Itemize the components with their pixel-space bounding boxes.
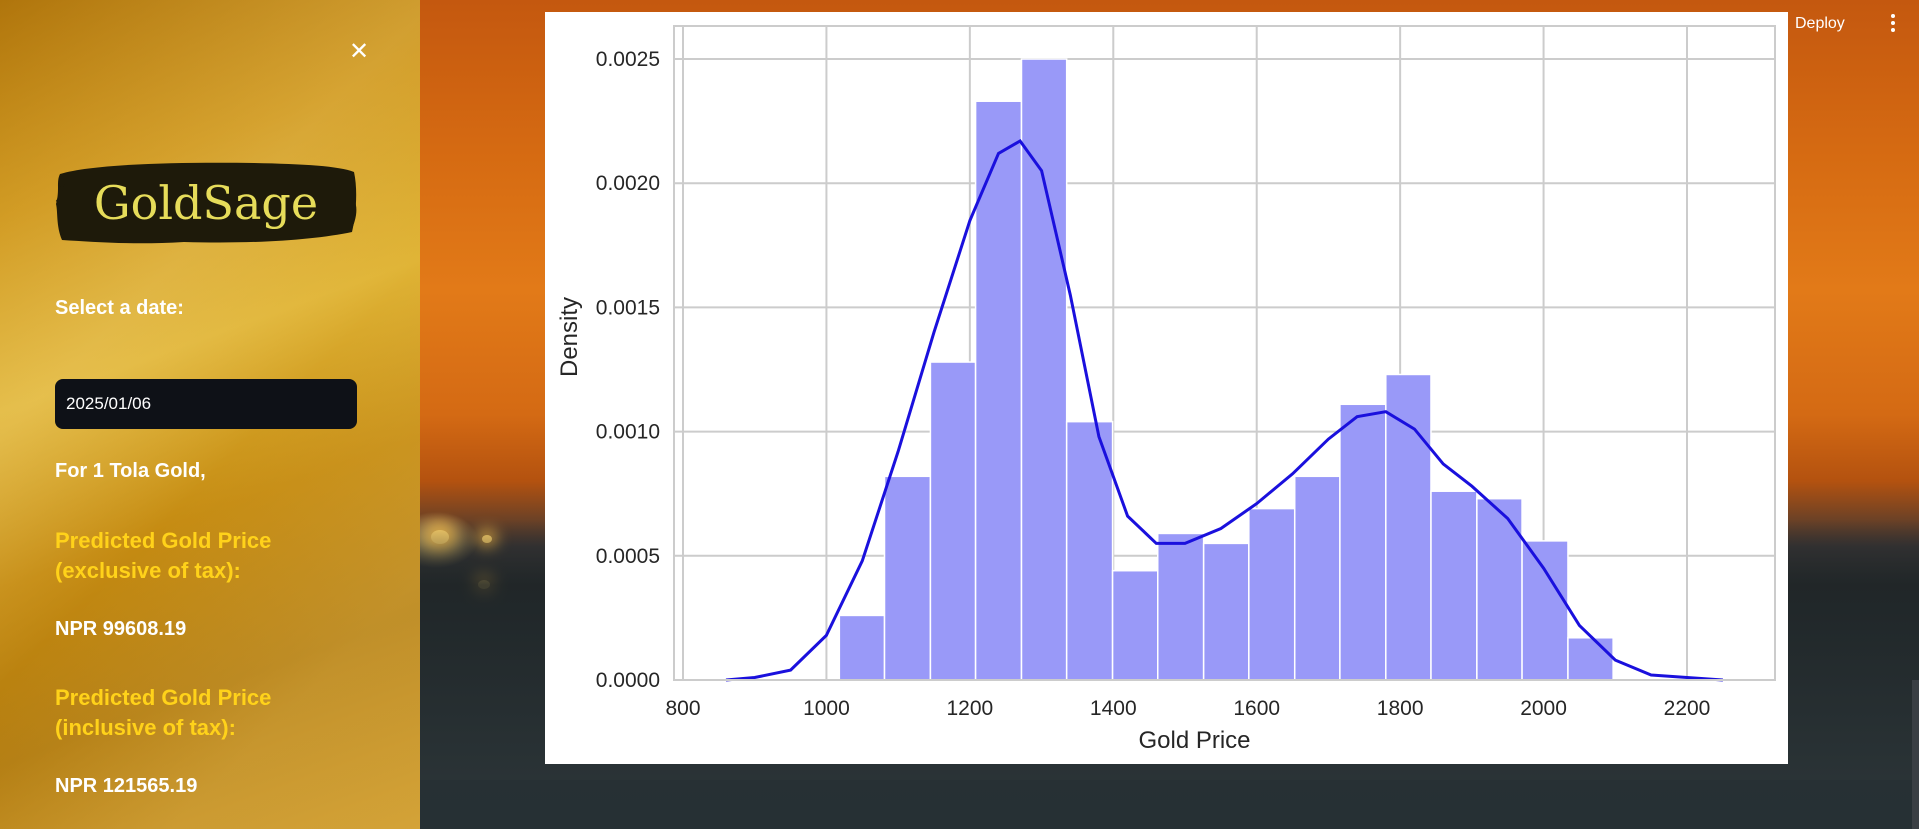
y-tick-label: 0.0005 bbox=[596, 545, 660, 568]
logo-text: GoldSage bbox=[93, 176, 319, 230]
histogram-bar bbox=[1476, 497, 1523, 681]
x-tick-label: 1200 bbox=[946, 697, 993, 720]
deploy-button[interactable]: Deploy bbox=[1795, 15, 1845, 32]
histogram-bar bbox=[1065, 420, 1114, 681]
x-axis-label: Gold Price bbox=[1138, 727, 1250, 754]
histogram-bar bbox=[838, 614, 886, 681]
x-tick-label: 1600 bbox=[1233, 697, 1280, 720]
histogram-bar bbox=[1339, 403, 1387, 681]
histogram-bar bbox=[1521, 540, 1569, 681]
histogram-bar bbox=[1020, 58, 1068, 681]
date-input[interactable] bbox=[55, 379, 357, 429]
brush-stroke bbox=[55, 162, 357, 244]
x-tick-label: 800 bbox=[665, 697, 700, 720]
unit-label: For 1 Tola Gold, bbox=[55, 460, 206, 482]
plot-frame bbox=[673, 25, 1776, 681]
select-date-label: Select a date: bbox=[55, 297, 184, 319]
x-tick-labels: 800 1000 1200 1400 1600 1800 2000 2200 bbox=[665, 697, 1710, 720]
incl-tax-label: Predicted Gold Price (inclusive of tax): bbox=[55, 685, 272, 740]
y-tick-label: 0.0010 bbox=[596, 421, 660, 444]
x-tick-label: 2000 bbox=[1520, 697, 1567, 720]
histogram-bar bbox=[929, 361, 977, 681]
scrollbar[interactable] bbox=[1912, 680, 1919, 829]
y-tick-label: 0.0000 bbox=[596, 669, 660, 692]
x-tick-label: 1000 bbox=[803, 697, 850, 720]
histogram-bar bbox=[1293, 475, 1341, 681]
y-tick-label: 0.0020 bbox=[596, 172, 660, 195]
histogram-bar bbox=[1430, 490, 1478, 681]
more-vertical-icon[interactable] bbox=[1889, 12, 1897, 36]
histogram-bar bbox=[1248, 507, 1296, 681]
histogram-bar bbox=[1111, 569, 1159, 681]
histogram-bars bbox=[838, 58, 1614, 681]
x-tick-label: 1800 bbox=[1377, 697, 1424, 720]
histogram-bar bbox=[1385, 373, 1432, 681]
x-tick-label: 1400 bbox=[1090, 697, 1137, 720]
incl-tax-value: NPR 121565.19 bbox=[55, 775, 198, 797]
y-tick-labels: 0.0000 0.0005 0.0010 0.0015 0.0020 0.0025 bbox=[596, 48, 660, 692]
density-chart: 800 1000 1200 1400 1600 1800 2000 2200 0.00000.… bbox=[556, 25, 1776, 754]
chart-card: 800 1000 1200 1400 1600 1800 2000 2200 0.0000 0.… bbox=[545, 12, 1788, 764]
histogram-bar bbox=[1202, 542, 1250, 681]
x-tick-label: 2200 bbox=[1664, 697, 1711, 720]
histogram-bar bbox=[883, 475, 932, 681]
excl-tax-value: NPR 99608.19 bbox=[55, 618, 187, 640]
y-axis-label: Density bbox=[556, 297, 583, 377]
histogram-bar bbox=[1567, 637, 1614, 681]
y-tick-label: 0.0025 bbox=[596, 48, 660, 71]
sidebar: ✕ GoldSage Select a date: For 1 Tola Gol… bbox=[0, 0, 420, 829]
kde-line bbox=[725, 139, 1724, 682]
logo: GoldSage bbox=[54, 160, 358, 246]
excl-tax-label: Predicted Gold Price (exclusive of tax): bbox=[55, 528, 272, 583]
y-tick-label: 0.0015 bbox=[596, 296, 660, 319]
histogram-bar bbox=[1156, 532, 1205, 681]
close-icon[interactable]: ✕ bbox=[348, 37, 370, 65]
